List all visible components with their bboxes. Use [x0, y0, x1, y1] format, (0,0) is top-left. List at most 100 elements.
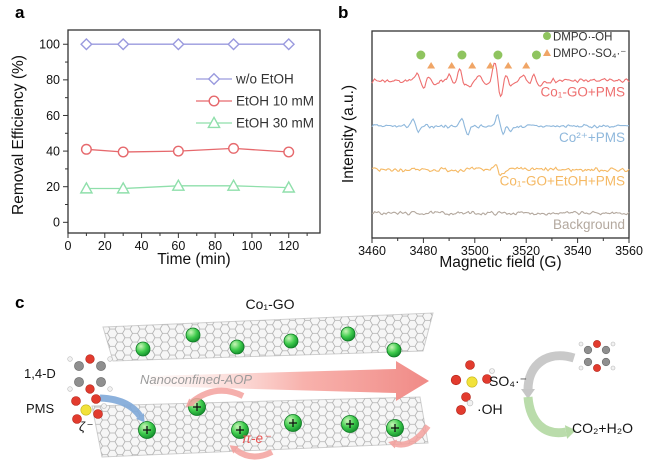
dmpo-oh-marker	[457, 50, 467, 60]
a-legend-label: w/o EtOH	[235, 72, 294, 87]
b-epr-trace	[371, 164, 630, 177]
cobalt-atom	[135, 341, 151, 357]
a-data-point	[281, 180, 296, 193]
a-x-tick-label: 100	[242, 239, 263, 253]
dioxane-molecule-left	[67, 354, 113, 394]
a-legend-marker	[208, 95, 220, 107]
a-data-point	[228, 142, 240, 154]
a-data-point	[172, 145, 184, 157]
b-legend-oh-label: DMPO·-OH	[553, 32, 612, 44]
dmpo-so4-marker	[522, 62, 531, 69]
a-data-point	[226, 178, 241, 191]
b-epr-trace	[371, 113, 630, 136]
b-legend-so4-label: DMPO·-SO₄·⁻	[553, 48, 626, 60]
graphene-sheet-bottom	[91, 396, 429, 458]
b-trace-label: Background	[553, 217, 625, 232]
pms-label: PMS	[26, 401, 55, 416]
a-legend-marker	[207, 115, 221, 129]
panel-c-label: c	[15, 293, 25, 312]
electron-transfer-arrow-top	[185, 387, 245, 407]
nanoconfined-aop-arrow	[150, 361, 429, 401]
a-x-tick-label: 40	[135, 239, 149, 253]
b-trace-label: Co₁-GO+PMS	[541, 85, 625, 100]
a-series-line	[86, 147, 289, 153]
cobalt-atom	[229, 339, 245, 355]
mineralization-arrow	[523, 396, 576, 439]
a-data-point	[79, 181, 94, 194]
b-legend-circle-icon	[543, 32, 551, 40]
b-y-axis-label: Intensity (a.u.)	[340, 84, 357, 184]
cobalt-atoms-bottom	[138, 398, 404, 439]
b-x-tick-label: 3460	[358, 244, 386, 258]
a-x-tick-label: 0	[65, 239, 72, 253]
dmpo-so4-marker	[504, 62, 513, 69]
graphene-sheet-top	[102, 312, 434, 362]
b-x-axis-label: Magnetic field (G)	[439, 254, 562, 271]
pi-electron-label: π-e⁻	[242, 431, 271, 446]
dmpo-oh-marker	[416, 50, 426, 60]
electron-transfer-arrow-bottom	[229, 445, 274, 460]
dioxane-label: 1,4-D	[24, 366, 56, 381]
b-trace-label: Co₁-GO+EtOH+PMS	[500, 174, 625, 189]
a-y-tick-label: 0	[53, 216, 60, 230]
electron-transfer-arrow-right	[388, 424, 431, 449]
a-legend-label: EtOH 30 mM	[236, 116, 314, 131]
a-data-point	[116, 181, 130, 194]
a-legend-label: EtOH 10 mM	[236, 94, 314, 109]
panel-b-label: b	[338, 3, 349, 22]
sulfate-radical-label: SO₄·⁻	[489, 373, 527, 389]
sulfate-radical-molecule	[450, 360, 495, 402]
cobalt-atom	[283, 333, 299, 349]
b-x-tick-label: 3480	[409, 244, 437, 258]
b-legend-triangle-icon	[543, 49, 551, 56]
a-y-tick-label: 20	[46, 180, 60, 194]
a-y-tick-label: 60	[46, 109, 60, 123]
a-legend-marker	[207, 72, 221, 86]
b-x-tick-label: 3560	[615, 244, 643, 258]
panel-b-chart: 3460 3480 3500 3520 3540 3560 Co₁-GO+PMS Co²⁺+P…	[358, 30, 643, 258]
a-x-tick-label: 20	[98, 239, 112, 253]
a-data-point	[227, 37, 240, 51]
dioxane-molecule-right	[578, 340, 616, 372]
a-x-tick-label: 120	[278, 239, 299, 253]
a-y-tick-label: 80	[46, 73, 60, 87]
dmpo-so4-marker	[427, 62, 436, 69]
nanoconfined-aop-label: Nanoconfined-AOP	[140, 372, 253, 387]
a-x-tick-label: 60	[171, 239, 185, 253]
b-x-tick-label: 3520	[512, 244, 540, 258]
a-series-line	[86, 185, 289, 190]
pms-molecule	[71, 394, 107, 424]
a-x-axis-label: Time (min)	[157, 251, 231, 268]
a-y-tick-label: 100	[39, 38, 60, 52]
dmpo-oh-marker	[493, 50, 503, 60]
dioxane-to-radicals-arrow	[521, 351, 576, 399]
cobalt-atom	[185, 327, 201, 343]
a-data-point	[117, 146, 129, 158]
product-label: CO₂+H₂O	[572, 420, 634, 436]
dmpo-so4-marker	[486, 62, 495, 69]
hydroxyl-radical-molecule	[456, 399, 474, 415]
b-epr-trace	[371, 62, 630, 98]
b-trace-label: Co²⁺+PMS	[559, 130, 625, 145]
a-data-point	[80, 143, 92, 155]
a-data-point	[171, 178, 186, 191]
pms-entry-arrow	[99, 394, 145, 423]
panel-c-schematic	[67, 312, 616, 460]
cobalt-atoms-top	[135, 326, 402, 358]
a-data-point	[116, 37, 130, 51]
panel-a-chart: 0 20 40 60 80 100 120 0 20 40 60 80 100 w/o EtOH EtOH …	[39, 29, 321, 253]
zeta-label: ζ⁻	[79, 419, 92, 434]
b-x-tick-label: 3540	[564, 244, 592, 258]
a-y-tick-label: 40	[46, 144, 60, 158]
dmpo-so4-marker	[468, 62, 477, 69]
a-data-point	[80, 37, 93, 51]
dmpo-oh-marker	[531, 50, 541, 60]
a-data-point	[282, 37, 296, 51]
cobalt-atom	[386, 342, 402, 358]
b-x-tick-label: 3500	[461, 244, 489, 258]
hydroxyl-radical-label: ·OH	[477, 401, 503, 417]
cobalt-atom	[340, 326, 356, 342]
a-plot-box	[67, 29, 321, 234]
